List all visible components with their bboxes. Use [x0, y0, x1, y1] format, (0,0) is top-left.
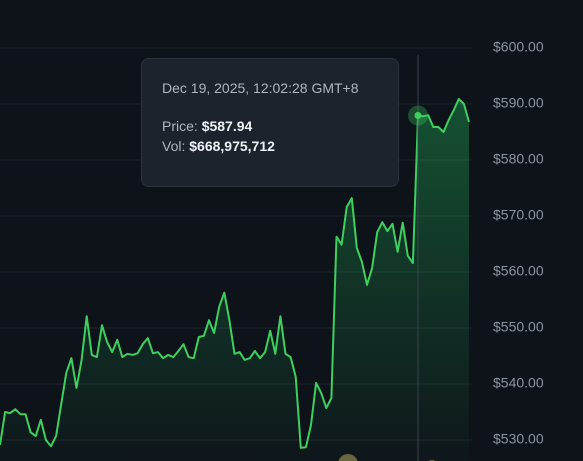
y-tick-label: $560.00 [493, 263, 544, 279]
price-label: Price: [162, 118, 198, 134]
y-tick-label: $580.00 [493, 151, 544, 167]
tooltip-volume: Vol: $668,975,712 [162, 136, 378, 156]
y-tick-label: $600.00 [493, 39, 544, 55]
y-tick-label: $540.00 [493, 375, 544, 391]
vol-label: Vol: [162, 138, 186, 154]
event-marker [338, 454, 358, 461]
price-line [0, 98, 470, 449]
area-fill [0, 99, 469, 461]
tooltip-price: Price: $587.94 [162, 116, 378, 136]
hover-point [414, 112, 422, 120]
y-tick-label: $570.00 [493, 207, 544, 223]
y-tick-label: $530.00 [493, 431, 544, 447]
y-tick-label: $550.00 [493, 319, 544, 335]
tooltip-date: Dec 19, 2025, 12:02:28 GMT+8 [162, 80, 359, 96]
price-value: $587.94 [201, 118, 253, 134]
tooltip: Dec 19, 2025, 12:02:28 GMT+8 Price: $587… [141, 58, 399, 187]
vol-value: $668,975,712 [189, 138, 275, 154]
y-tick-label: $590.00 [493, 95, 544, 111]
